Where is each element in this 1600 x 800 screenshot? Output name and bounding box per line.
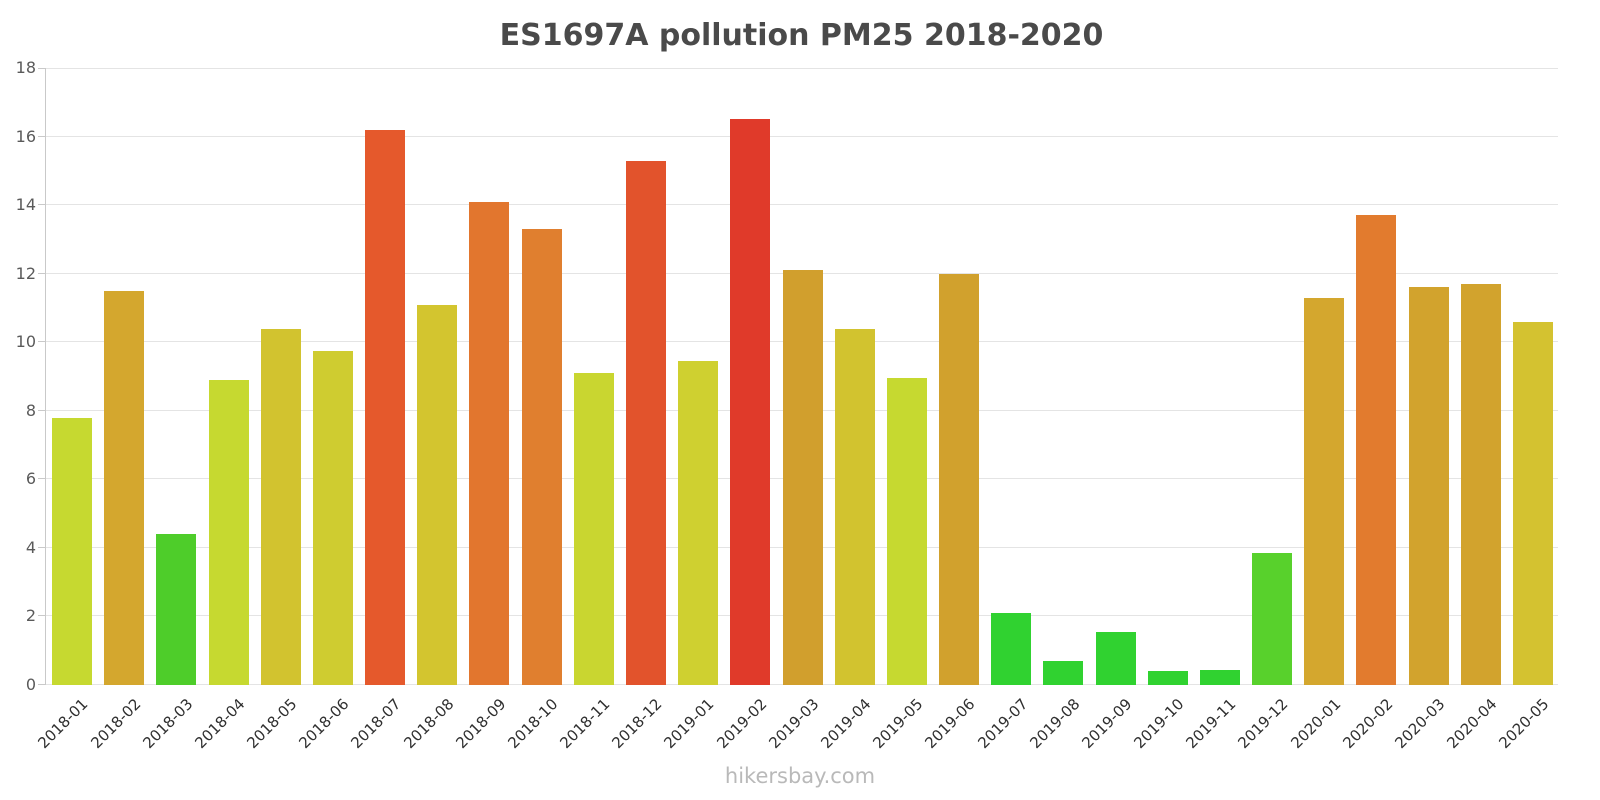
x-axis-label: 2020-05 [1495, 695, 1553, 753]
bar-2018-10 [521, 229, 562, 685]
bar-2018-06 [312, 350, 353, 685]
bar-2020-04 [1460, 283, 1501, 685]
bar-2018-04 [208, 379, 249, 685]
x-axis-label: 2020-01 [1286, 695, 1344, 753]
bar-2020-05 [1512, 321, 1553, 685]
bar-2019-07 [991, 613, 1032, 685]
bar-2020-03 [1408, 287, 1449, 685]
bar-2019-06 [939, 273, 980, 685]
bar-2019-03 [782, 270, 823, 685]
bar-2019-11 [1199, 669, 1240, 685]
x-axis-label: 2019-07 [973, 695, 1031, 753]
x-axis-label: 2019-10 [1130, 695, 1188, 753]
bar-2018-01 [52, 417, 93, 685]
y-axis-tick [38, 478, 46, 480]
bar-2018-02 [104, 290, 145, 685]
x-axis-label: 2020-04 [1443, 695, 1501, 753]
y-axis-tick-label: 8 [25, 400, 36, 420]
x-axis-label: 2019-06 [921, 695, 979, 753]
bar-2018-05 [260, 328, 301, 685]
bar-2019-02 [730, 119, 771, 685]
x-axis-label: 2018-06 [295, 695, 353, 753]
watermark: hikersbay.com [724, 764, 876, 788]
bar-2019-04 [834, 328, 875, 685]
bar-2020-01 [1304, 297, 1345, 685]
y-axis-tick-label: 16 [15, 126, 36, 146]
x-axis-label: 2019-01 [660, 695, 718, 753]
bar-2019-09 [1095, 631, 1136, 685]
bar-2019-05 [886, 378, 927, 685]
x-axis-label: 2019-05 [869, 695, 927, 753]
x-axis-label: 2018-05 [243, 695, 301, 753]
x-axis-label: 2018-01 [34, 695, 92, 753]
x-axis-label: 2019-12 [1234, 695, 1292, 753]
bar-2020-02 [1356, 215, 1397, 685]
x-axis-label: 2019-03 [765, 695, 823, 753]
bar-2018-07 [365, 129, 406, 685]
y-axis-tick [38, 615, 46, 617]
y-axis-tick-label: 18 [15, 58, 36, 77]
chart-title: ES1697A pollution PM25 2018-2020 [499, 18, 1104, 53]
y-axis-tick-label: 12 [15, 263, 36, 283]
x-axis-label: 2018-02 [86, 695, 144, 753]
gridline [46, 135, 1558, 137]
bar-2019-12 [1252, 553, 1293, 685]
x-axis-label: 2020-02 [1339, 695, 1397, 753]
bar-2018-11 [573, 373, 614, 685]
x-axis-label: 2018-03 [139, 695, 197, 753]
x-axis-label: 2019-09 [1078, 695, 1136, 753]
x-axis-label: 2019-02 [713, 695, 771, 753]
bar-2019-08 [1043, 661, 1084, 685]
y-axis-tick [38, 204, 46, 206]
x-axis-label: 2018-11 [556, 695, 614, 753]
y-axis-tick-label: 14 [15, 195, 36, 215]
x-axis-label: 2018-09 [452, 695, 510, 753]
y-axis-tick [38, 409, 46, 411]
y-axis-tick-label: 6 [25, 469, 36, 489]
x-axis-label: 2018-10 [504, 695, 562, 753]
y-axis-tick-label: 0 [25, 675, 36, 694]
x-axis-label: 2019-08 [1026, 695, 1084, 753]
y-axis-tick [38, 68, 46, 69]
gridline [46, 68, 1558, 69]
x-axis-label: 2018-04 [191, 695, 249, 753]
bar-2018-03 [156, 534, 197, 685]
x-axis-label: 2018-07 [347, 695, 405, 753]
y-axis-tick-label: 10 [15, 332, 36, 352]
plot-area [38, 68, 1558, 685]
x-axis-label: 2019-11 [1182, 695, 1240, 753]
y-axis-tick [38, 546, 46, 548]
gridline [46, 204, 1558, 206]
bar-2018-09 [469, 201, 510, 685]
x-axis-label: 2018-12 [608, 695, 666, 753]
x-axis-label: 2019-04 [817, 695, 875, 753]
y-axis-tick [38, 341, 46, 343]
y-axis-tick-label: 2 [25, 606, 36, 626]
x-axis-label: 2020-03 [1391, 695, 1449, 753]
y-axis-tick [38, 272, 46, 274]
bar-2019-01 [678, 361, 719, 685]
x-axis-label: 2018-08 [399, 695, 458, 753]
y-axis-tick-label: 4 [25, 537, 36, 557]
y-axis-tick [38, 135, 46, 137]
bar-2018-08 [417, 304, 458, 685]
bar-2019-10 [1147, 671, 1188, 685]
bar-2018-12 [625, 160, 666, 685]
y-axis-tick [38, 684, 46, 685]
